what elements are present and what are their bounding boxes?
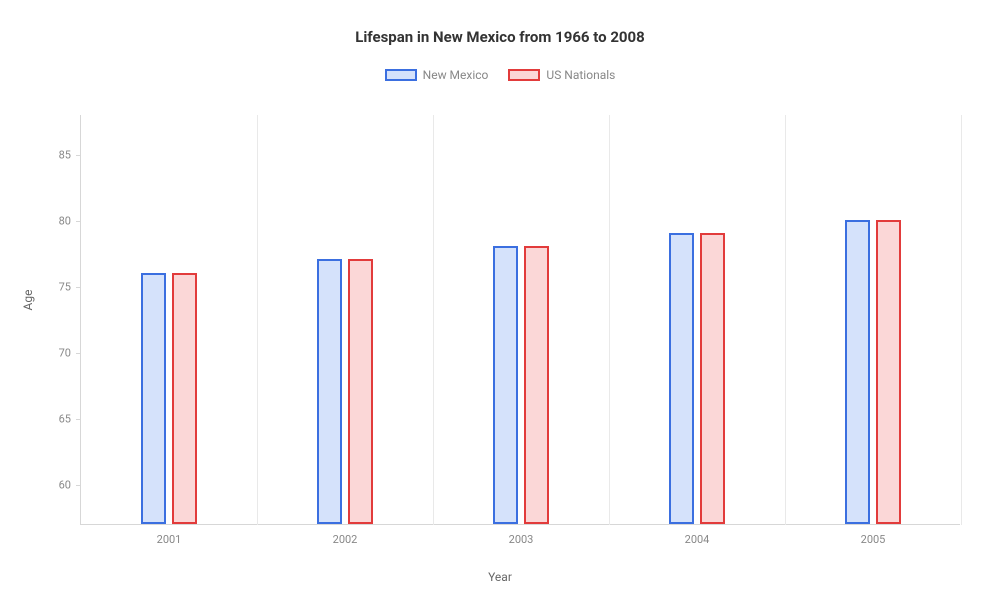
bar-us-nationals bbox=[348, 259, 373, 524]
bar-us-nationals bbox=[172, 273, 197, 524]
vertical-gridline bbox=[257, 115, 258, 525]
bar-us-nationals bbox=[700, 233, 725, 524]
y-tick-label: 70 bbox=[41, 347, 71, 360]
bar-new-mexico bbox=[845, 220, 870, 524]
vertical-gridline bbox=[961, 115, 962, 525]
bar-new-mexico bbox=[493, 246, 518, 524]
vertical-gridline bbox=[609, 115, 610, 525]
chart-title: Lifespan in New Mexico from 1966 to 2008 bbox=[0, 0, 1000, 46]
bar-new-mexico bbox=[317, 259, 342, 524]
vertical-gridline bbox=[433, 115, 434, 525]
x-axis-label: Year bbox=[488, 570, 512, 584]
legend-swatch-new-mexico bbox=[385, 69, 417, 81]
x-tick-label: 2002 bbox=[333, 533, 358, 546]
legend-item-new-mexico: New Mexico bbox=[385, 68, 489, 82]
y-tick-label: 65 bbox=[41, 413, 71, 426]
y-tick-label: 85 bbox=[41, 148, 71, 161]
legend-item-us-nationals: US Nationals bbox=[508, 68, 615, 82]
bar-us-nationals bbox=[876, 220, 901, 524]
bar-us-nationals bbox=[524, 246, 549, 524]
bar-new-mexico bbox=[669, 233, 694, 524]
legend-label-us-nationals: US Nationals bbox=[546, 68, 615, 82]
x-tick-label: 2004 bbox=[685, 533, 710, 546]
vertical-gridline bbox=[785, 115, 786, 525]
y-tick-mark bbox=[76, 485, 81, 486]
y-tick-mark bbox=[76, 287, 81, 288]
y-tick-mark bbox=[76, 155, 81, 156]
y-tick-label: 80 bbox=[41, 214, 71, 227]
y-tick-mark bbox=[76, 419, 81, 420]
x-tick-label: 2001 bbox=[157, 533, 182, 546]
y-tick-mark bbox=[76, 353, 81, 354]
y-axis-label: Age bbox=[21, 290, 35, 311]
legend-label-new-mexico: New Mexico bbox=[423, 68, 489, 82]
plot-area: 60657075808520012002200320042005 bbox=[80, 115, 960, 525]
legend: New Mexico US Nationals bbox=[0, 68, 1000, 82]
x-tick-label: 2005 bbox=[861, 533, 886, 546]
y-tick-label: 60 bbox=[41, 479, 71, 492]
bar-new-mexico bbox=[141, 273, 166, 524]
x-tick-label: 2003 bbox=[509, 533, 534, 546]
y-tick-mark bbox=[76, 221, 81, 222]
legend-swatch-us-nationals bbox=[508, 69, 540, 81]
y-tick-label: 75 bbox=[41, 280, 71, 293]
